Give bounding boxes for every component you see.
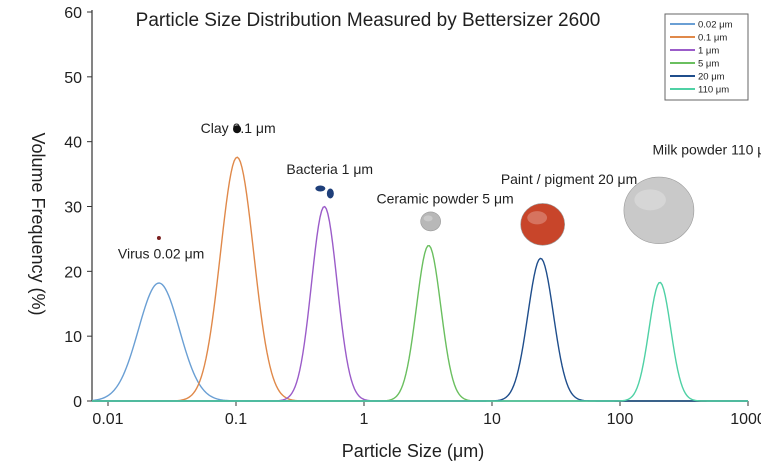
y-tick-label: 0 (73, 394, 82, 411)
particle-marker (623, 176, 695, 244)
x-tick-label: 0.1 (225, 411, 247, 428)
y-tick-label: 40 (64, 135, 82, 152)
legend-label: 0.02 μm (698, 20, 733, 31)
particle-marker (326, 188, 334, 199)
annotation-label: Ceramic powder 5 μm (376, 190, 513, 206)
axes: 0 10 20 30 40 50 60 0.01 0.1 1 10 100 1000 (64, 5, 761, 428)
particle-marker (520, 203, 565, 246)
particle-highlight (634, 189, 666, 211)
legend-box (664, 13, 749, 101)
annotation-label: Milk powder 110 μm (653, 142, 761, 158)
legend-label: 20 μm (698, 72, 725, 83)
particle-marker (233, 125, 242, 134)
annotation-label: Paint / pigment 20 μm (501, 171, 637, 187)
legend-label: 110 μm (698, 85, 729, 96)
legend-label: 1 μm (698, 46, 719, 57)
x-tick-label: 0.01 (92, 411, 123, 428)
legend-label: 5 μm (698, 59, 719, 70)
annotation-label: Virus 0.02 μm (118, 245, 204, 261)
legend-label: 0.1 μm (698, 33, 727, 44)
x-tick-label: 1000 (730, 411, 761, 428)
particle-marker (315, 185, 326, 192)
y-tick-label: 50 (64, 70, 82, 87)
particle-highlight (423, 215, 433, 222)
annotation-label: Bacteria 1 μm (286, 161, 373, 177)
particle-highlight (527, 211, 548, 225)
particle-marker (420, 211, 441, 232)
series-line-5 (92, 281, 748, 402)
particle-marker (156, 236, 161, 241)
chart-title: Particle Size Distribution Measured by B… (136, 10, 601, 31)
series-line-0 (91, 282, 748, 402)
y-tick-label: 20 (64, 264, 82, 281)
y-tick-label: 60 (64, 5, 82, 22)
y-axis-label: Volume Frequency (%) (28, 132, 48, 315)
legend: 0.02 μm 0.1 μm 1 μm 5 μm 20 μm 110 μm (664, 13, 749, 101)
x-axis-label: Particle Size (μm) (342, 441, 484, 461)
x-tick-label: 100 (607, 411, 634, 428)
x-tick-label: 1 (360, 411, 369, 428)
y-tick-label: 30 (64, 200, 82, 217)
x-tick-label: 10 (483, 411, 501, 428)
y-tick-label: 10 (64, 329, 82, 346)
series-layer (91, 156, 748, 402)
